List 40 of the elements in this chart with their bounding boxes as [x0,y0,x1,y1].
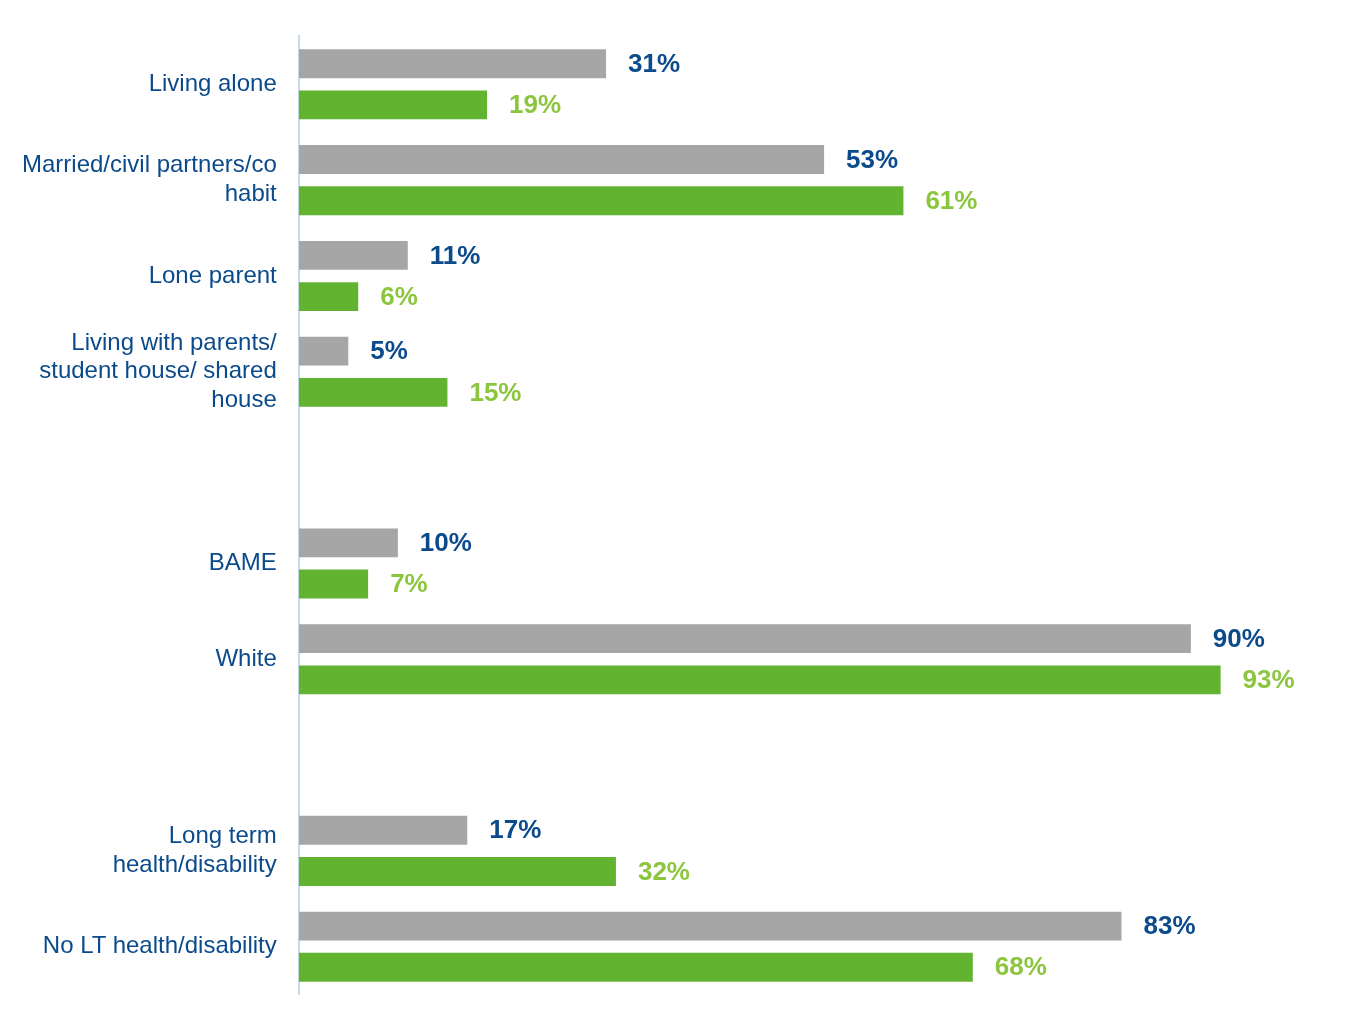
data-label: 93% [1242,664,1295,694]
data-label: 53% [846,143,899,174]
y-tick-label: Married/civil partners/co habit [21,150,278,207]
data-label: 10% [419,526,472,557]
bar [298,911,1122,941]
data-label: 19% [509,89,562,120]
data-label: 7% [390,568,428,599]
bar [298,90,488,120]
bar [298,857,616,886]
data-label: 17% [489,814,542,845]
bar [298,336,349,366]
data-label: 5% [370,335,408,366]
bar [298,528,398,558]
y-tick-label: White [215,643,277,671]
bar [298,665,1221,695]
bar [298,145,825,174]
data-label: 31% [628,47,681,78]
bar [298,569,369,599]
bar [298,377,448,407]
bar [298,186,904,216]
bar [298,815,468,845]
data-label: 11% [429,239,481,270]
bar [298,624,1191,654]
y-tick-label: No LT health/disability [42,931,277,959]
data-label: 61% [925,184,978,215]
data-label: 90% [1212,622,1265,653]
y-tick-label: BAME [208,548,277,576]
bar [298,952,973,982]
bar [298,240,408,270]
y-tick-label: Long term health/disability [112,821,277,877]
data-label: 6% [380,280,418,311]
y-tick-label: Lone parent [148,260,278,288]
y-tick-label: Living with parents/ student house/ shared house [39,327,278,413]
data-label: 32% [637,855,690,886]
bar [298,282,359,311]
data-label: 83% [1143,910,1196,941]
data-label: 68% [994,951,1047,982]
y-tick-label: Living alone [148,68,277,96]
data-label: 15% [469,376,522,407]
bar [298,49,607,79]
